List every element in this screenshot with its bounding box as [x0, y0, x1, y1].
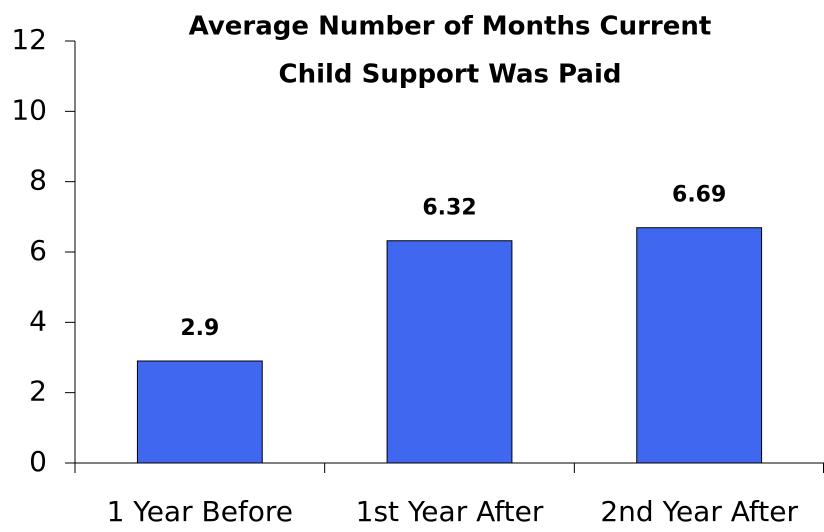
chart-title: Child Support Was Paid [279, 60, 622, 90]
x-tick-label: 1 Year Before [107, 495, 293, 528]
value-label: 6.69 [672, 183, 726, 208]
y-tick-label: 0 [29, 445, 47, 478]
value-label: 2.9 [180, 316, 219, 341]
y-tick-label: 8 [29, 164, 47, 197]
chart-title: Average Number of Months Current [189, 12, 712, 42]
y-tick-label: 4 [29, 304, 47, 337]
y-tick-label: 2 [29, 375, 47, 408]
x-tick-label: 1st Year After [356, 495, 544, 528]
x-tick-label: 2nd Year After [600, 495, 798, 528]
value-label: 6.32 [422, 196, 476, 221]
bar [636, 227, 763, 464]
y-tick-label: 6 [29, 234, 47, 267]
y-tick-label: 10 [11, 93, 47, 126]
bar [386, 240, 513, 464]
bar [136, 360, 263, 464]
y-tick-label: 12 [11, 23, 47, 56]
